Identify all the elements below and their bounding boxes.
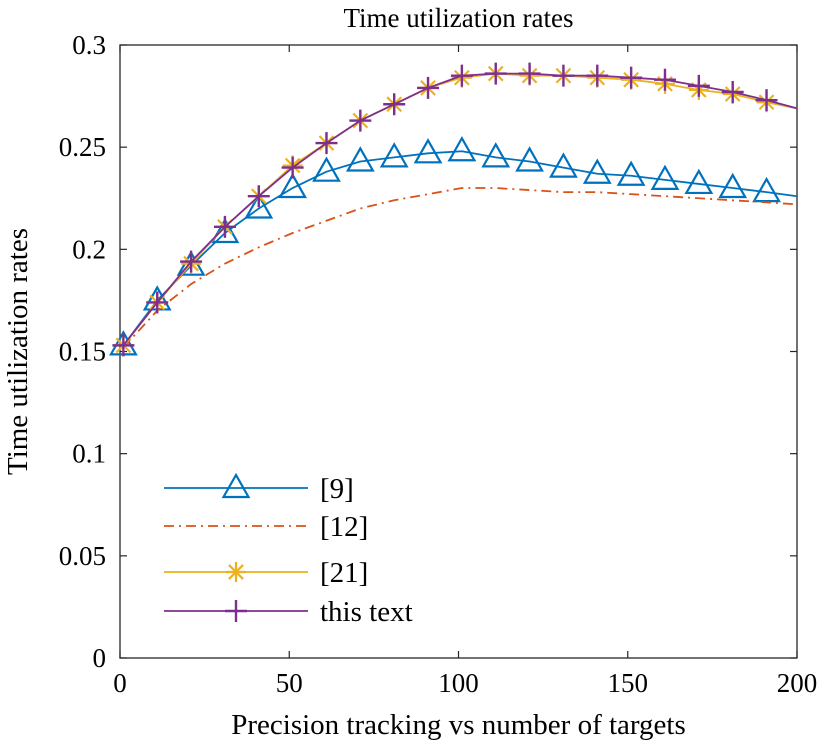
data-point-marker: [278, 172, 308, 199]
data-point-marker: [616, 160, 646, 186]
y-axis-label: Time utilization rates: [2, 228, 34, 475]
series-line: [122, 150, 798, 346]
series-layer: [108, 62, 798, 357]
data-point-marker: [315, 132, 338, 155]
data-point-marker: [481, 142, 511, 168]
legend-marker: [225, 600, 247, 622]
legend-item: [12]: [164, 511, 368, 543]
x-tick-label: 0: [113, 668, 127, 698]
data-point-marker: [518, 62, 541, 85]
data-point-marker: [379, 142, 409, 168]
data-point-marker: [582, 158, 612, 184]
data-point-marker: [413, 138, 443, 164]
data-point-marker: [146, 291, 169, 314]
data-point-marker: [687, 74, 710, 97]
data-point-marker: [552, 64, 575, 87]
x-tick-label: 100: [438, 668, 479, 698]
data-point-marker: [312, 156, 341, 182]
axis-ticks: 0 50 100 150 200 0 0.05 0.1 0.15 0.2 0.25 0.3: [59, 30, 818, 698]
data-point-marker: [383, 93, 406, 116]
data-point-marker: [244, 193, 274, 219]
data-point-marker: [650, 164, 680, 190]
data-point-marker: [549, 152, 578, 178]
y-tick-label: 0.15: [59, 337, 106, 367]
legend-item: this text: [164, 596, 413, 628]
x-axis-label: Precision tracking vs number of targets: [231, 709, 686, 741]
legend-item: [9]: [164, 472, 354, 505]
data-point-marker: [586, 64, 609, 87]
y-tick-label: 0.1: [72, 439, 106, 469]
data-point-marker: [718, 172, 748, 199]
data-point-marker: [620, 66, 643, 89]
data-point-marker: [684, 168, 714, 195]
legend-label: [21]: [320, 557, 368, 589]
data-point-marker: [450, 64, 473, 87]
data-point-marker: [349, 109, 372, 132]
series-4: [112, 62, 798, 357]
y-tick-label: 0: [93, 643, 107, 673]
data-point-marker: [213, 215, 236, 238]
x-tick-label: 200: [777, 668, 818, 698]
data-point-marker: [281, 156, 304, 179]
legend: [9] [12] [21] this text: [164, 472, 413, 628]
data-point-marker: [752, 176, 781, 203]
x-tick-label: 50: [276, 668, 303, 698]
chart-title: Time utilization rates: [344, 3, 574, 33]
y-tick-label: 0.05: [59, 541, 106, 571]
data-point-marker: [247, 185, 270, 208]
legend-label: [12]: [320, 511, 368, 543]
data-point-marker: [755, 89, 778, 112]
data-point-marker: [210, 217, 240, 244]
plot-area: [119, 44, 798, 659]
data-point-marker: [721, 80, 744, 103]
series-line: [122, 187, 798, 349]
y-tick-label: 0.3: [72, 30, 106, 60]
legend-item: [21]: [164, 557, 368, 589]
data-point-marker: [417, 76, 440, 99]
legend-label: [9]: [320, 473, 354, 505]
x-tick-label: 150: [608, 668, 649, 698]
y-tick-label: 0.2: [72, 234, 106, 264]
legend-marker: [221, 472, 251, 499]
series-2: [122, 187, 798, 349]
data-point-marker: [447, 136, 477, 162]
data-point-marker: [653, 68, 676, 91]
data-point-marker: [180, 250, 203, 273]
data-point-marker: [515, 146, 544, 172]
legend-marker: [226, 562, 246, 582]
legend-label: this text: [320, 596, 413, 628]
data-point-marker: [345, 146, 375, 172]
data-point-marker: [484, 62, 507, 85]
y-tick-label: 0.25: [59, 132, 106, 162]
data-point-marker: [112, 334, 135, 357]
